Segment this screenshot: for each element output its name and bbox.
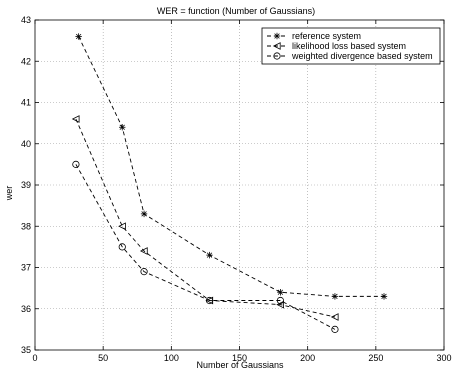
x-tick-label: 100 [164, 353, 179, 363]
data-point [330, 313, 339, 321]
data-point [205, 296, 214, 305]
series-2 [71, 115, 339, 321]
data-point [331, 293, 339, 300]
y-tick-label: 38 [21, 221, 31, 231]
data-point [276, 296, 284, 305]
series-layer [71, 33, 388, 333]
data-point [140, 268, 148, 276]
legend-marker [273, 52, 281, 60]
legend-item: reference system [267, 31, 361, 41]
ticks-layer: 0 50 100 150 200 250 300 35 36 37 38 39 40 41 42 43 [21, 15, 452, 363]
x-tick-label: 0 [32, 353, 37, 363]
y-tick-label: 36 [21, 304, 31, 314]
grid-layer [35, 20, 444, 350]
data-point [72, 160, 80, 168]
data-point [139, 247, 148, 255]
y-tick-label: 39 [21, 180, 31, 190]
series-line [75, 164, 336, 330]
legend-label: weighted divergence based system [291, 51, 433, 61]
y-tick-label: 37 [21, 263, 31, 273]
data-point [71, 115, 80, 123]
legend-marker [273, 32, 281, 40]
legend-box [261, 27, 441, 65]
data-point [118, 243, 126, 251]
data-point [119, 124, 126, 131]
data-point [75, 33, 82, 40]
data-point [276, 300, 285, 309]
series-1 [75, 33, 388, 300]
data-point [331, 325, 339, 333]
legend-label: likelihood loss based system [292, 41, 406, 51]
x-tick-label: 300 [436, 353, 451, 363]
legend-marker [272, 42, 281, 50]
data-point [206, 251, 213, 259]
y-tick-label: 41 [21, 98, 31, 108]
legend-label: reference system [292, 31, 361, 41]
series-3 [72, 160, 339, 333]
data-point [118, 222, 126, 231]
y-axis-title: wer [4, 186, 14, 202]
x-tick-label: 150 [232, 353, 247, 363]
legend-item: weighted divergence based system [267, 51, 433, 61]
data-point [140, 210, 148, 218]
y-tick-label: 35 [21, 345, 31, 355]
chart-title: WER = function (Number of Gaussians) [157, 6, 315, 16]
y-tick-label: 43 [21, 15, 31, 25]
y-tick-label: 40 [21, 139, 31, 149]
legend-item: likelihood loss based system [267, 41, 406, 51]
data-point [380, 293, 388, 300]
data-point [277, 289, 284, 296]
x-axis-title: Number of Gaussians [196, 360, 284, 370]
series-line [75, 118, 336, 318]
x-tick-label: 200 [300, 353, 315, 363]
x-tick-label: 250 [368, 353, 383, 363]
x-tick-label: 50 [98, 353, 108, 363]
y-tick-label: 42 [21, 56, 31, 66]
